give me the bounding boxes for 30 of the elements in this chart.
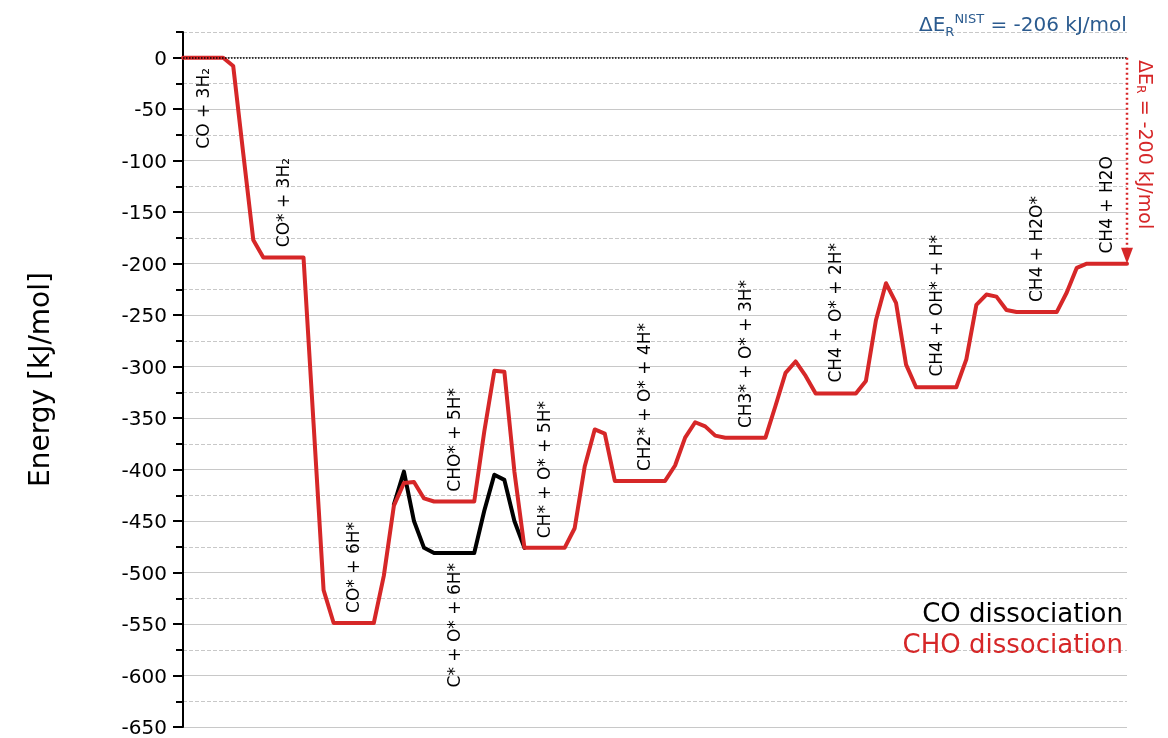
annotation: CH4 + H2O: [1096, 155, 1117, 254]
annotation: CH2* + O* + 4H*: [634, 322, 655, 471]
y-tick-label: -300: [121, 354, 167, 379]
text: CHO dissociation: [902, 628, 1123, 660]
y-tick-label: -50: [134, 97, 167, 122]
annotation: CO + 3H₂: [192, 67, 213, 149]
y-tick-label: -500: [121, 560, 167, 585]
annotation: CH4 + H2O*: [1026, 196, 1047, 303]
annotation: CO* + 3H₂: [272, 158, 293, 248]
y-tick-label: -650: [121, 715, 167, 738]
y-tick-label: -600: [121, 663, 167, 688]
annotation: CH4 + O* + 2H*: [825, 243, 846, 383]
annotation: CHO* + 5H*: [443, 387, 464, 492]
annotation: CO* + 6H*: [343, 522, 364, 613]
annotation: CH* + O* + 5H*: [534, 400, 555, 539]
text: CO dissociation: [921, 597, 1123, 629]
y-tick-label: -450: [121, 509, 167, 534]
y-tick-label: -100: [121, 148, 167, 173]
y-tick-label: -250: [121, 303, 167, 328]
y-tick-label: -150: [121, 200, 167, 225]
y-tick-label: 0: [154, 45, 167, 70]
y-tick-label: -200: [121, 251, 167, 276]
annotation: C* + O* + 6H*: [443, 562, 464, 688]
annotation: CH3* + O* + 3H*: [734, 279, 755, 428]
y-tick-label: -400: [121, 457, 167, 482]
annotation: ΔE$_{R}$$^{NIST}$ = -206 kJ/mol: [919, 11, 1127, 39]
y-tick-label: -350: [121, 406, 167, 431]
annotation: CH4 + OH* + H*: [925, 235, 946, 377]
y-axis-title: Energy [kJ/mol]: [22, 272, 56, 487]
y-tick-label: -550: [121, 612, 167, 637]
